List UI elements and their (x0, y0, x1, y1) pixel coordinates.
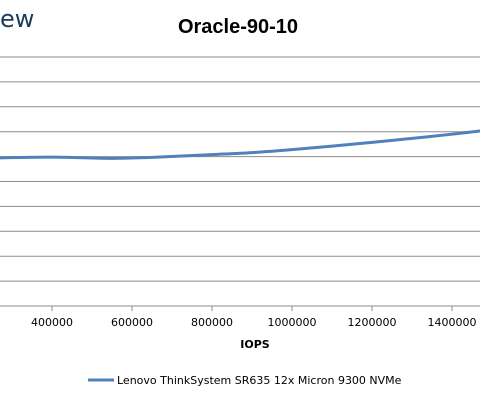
series-layer (0, 129, 480, 160)
x-tick-label: 1200000 (348, 316, 397, 329)
x-tick-label: 800000 (191, 316, 233, 329)
x-tick-label: 400000 (31, 316, 73, 329)
x-axis-title: IOPS (240, 338, 270, 351)
chart-title: Oracle-90-10 (178, 16, 298, 38)
x-tick-label: 1000000 (268, 316, 317, 329)
legend-label: Lenovo ThinkSystem SR635 12x Micron 9300… (117, 374, 402, 387)
legend: Lenovo ThinkSystem SR635 12x Micron 9300… (88, 374, 402, 387)
x-axis-ticks: 400000 600000 800000 1000000 1200000 1400000 (31, 306, 477, 329)
x-tick-label: 600000 (111, 316, 153, 329)
x-tick-label: 1400000 (428, 316, 477, 329)
logo-text: ew (0, 5, 34, 33)
gridlines (0, 56, 480, 282)
series-line (0, 129, 480, 160)
